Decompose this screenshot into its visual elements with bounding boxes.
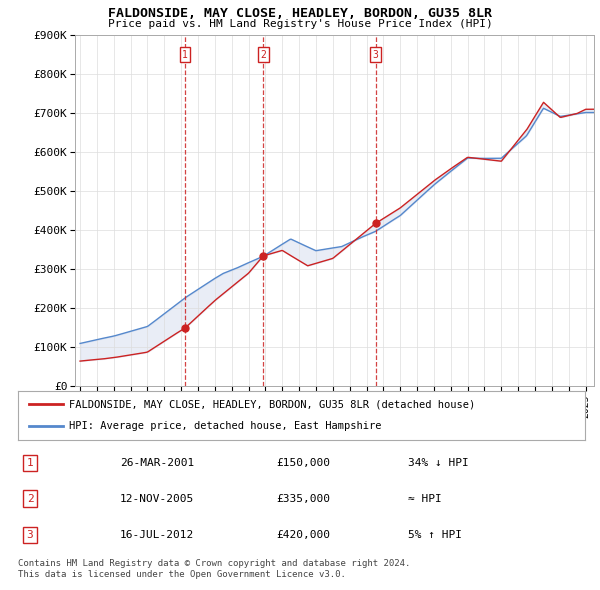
Text: FALDONSIDE, MAY CLOSE, HEADLEY, BORDON, GU35 8LR (detached house): FALDONSIDE, MAY CLOSE, HEADLEY, BORDON, …: [69, 399, 475, 409]
Text: 1: 1: [182, 50, 188, 60]
Text: ≈ HPI: ≈ HPI: [408, 494, 442, 503]
Text: £420,000: £420,000: [276, 530, 330, 540]
Text: 2: 2: [260, 50, 266, 60]
Text: 2: 2: [26, 494, 34, 503]
Text: 16-JUL-2012: 16-JUL-2012: [120, 530, 194, 540]
Text: FALDONSIDE, MAY CLOSE, HEADLEY, BORDON, GU35 8LR: FALDONSIDE, MAY CLOSE, HEADLEY, BORDON, …: [108, 7, 492, 20]
Text: 3: 3: [373, 50, 379, 60]
Text: £150,000: £150,000: [276, 458, 330, 468]
Text: HPI: Average price, detached house, East Hampshire: HPI: Average price, detached house, East…: [69, 421, 382, 431]
Text: Contains HM Land Registry data © Crown copyright and database right 2024.
This d: Contains HM Land Registry data © Crown c…: [18, 559, 410, 579]
Text: 5% ↑ HPI: 5% ↑ HPI: [408, 530, 462, 540]
Text: Price paid vs. HM Land Registry's House Price Index (HPI): Price paid vs. HM Land Registry's House …: [107, 19, 493, 30]
Text: 34% ↓ HPI: 34% ↓ HPI: [408, 458, 469, 468]
Text: £335,000: £335,000: [276, 494, 330, 503]
Text: 3: 3: [26, 530, 34, 540]
Text: 12-NOV-2005: 12-NOV-2005: [120, 494, 194, 503]
Text: 26-MAR-2001: 26-MAR-2001: [120, 458, 194, 468]
Text: 1: 1: [26, 458, 34, 468]
